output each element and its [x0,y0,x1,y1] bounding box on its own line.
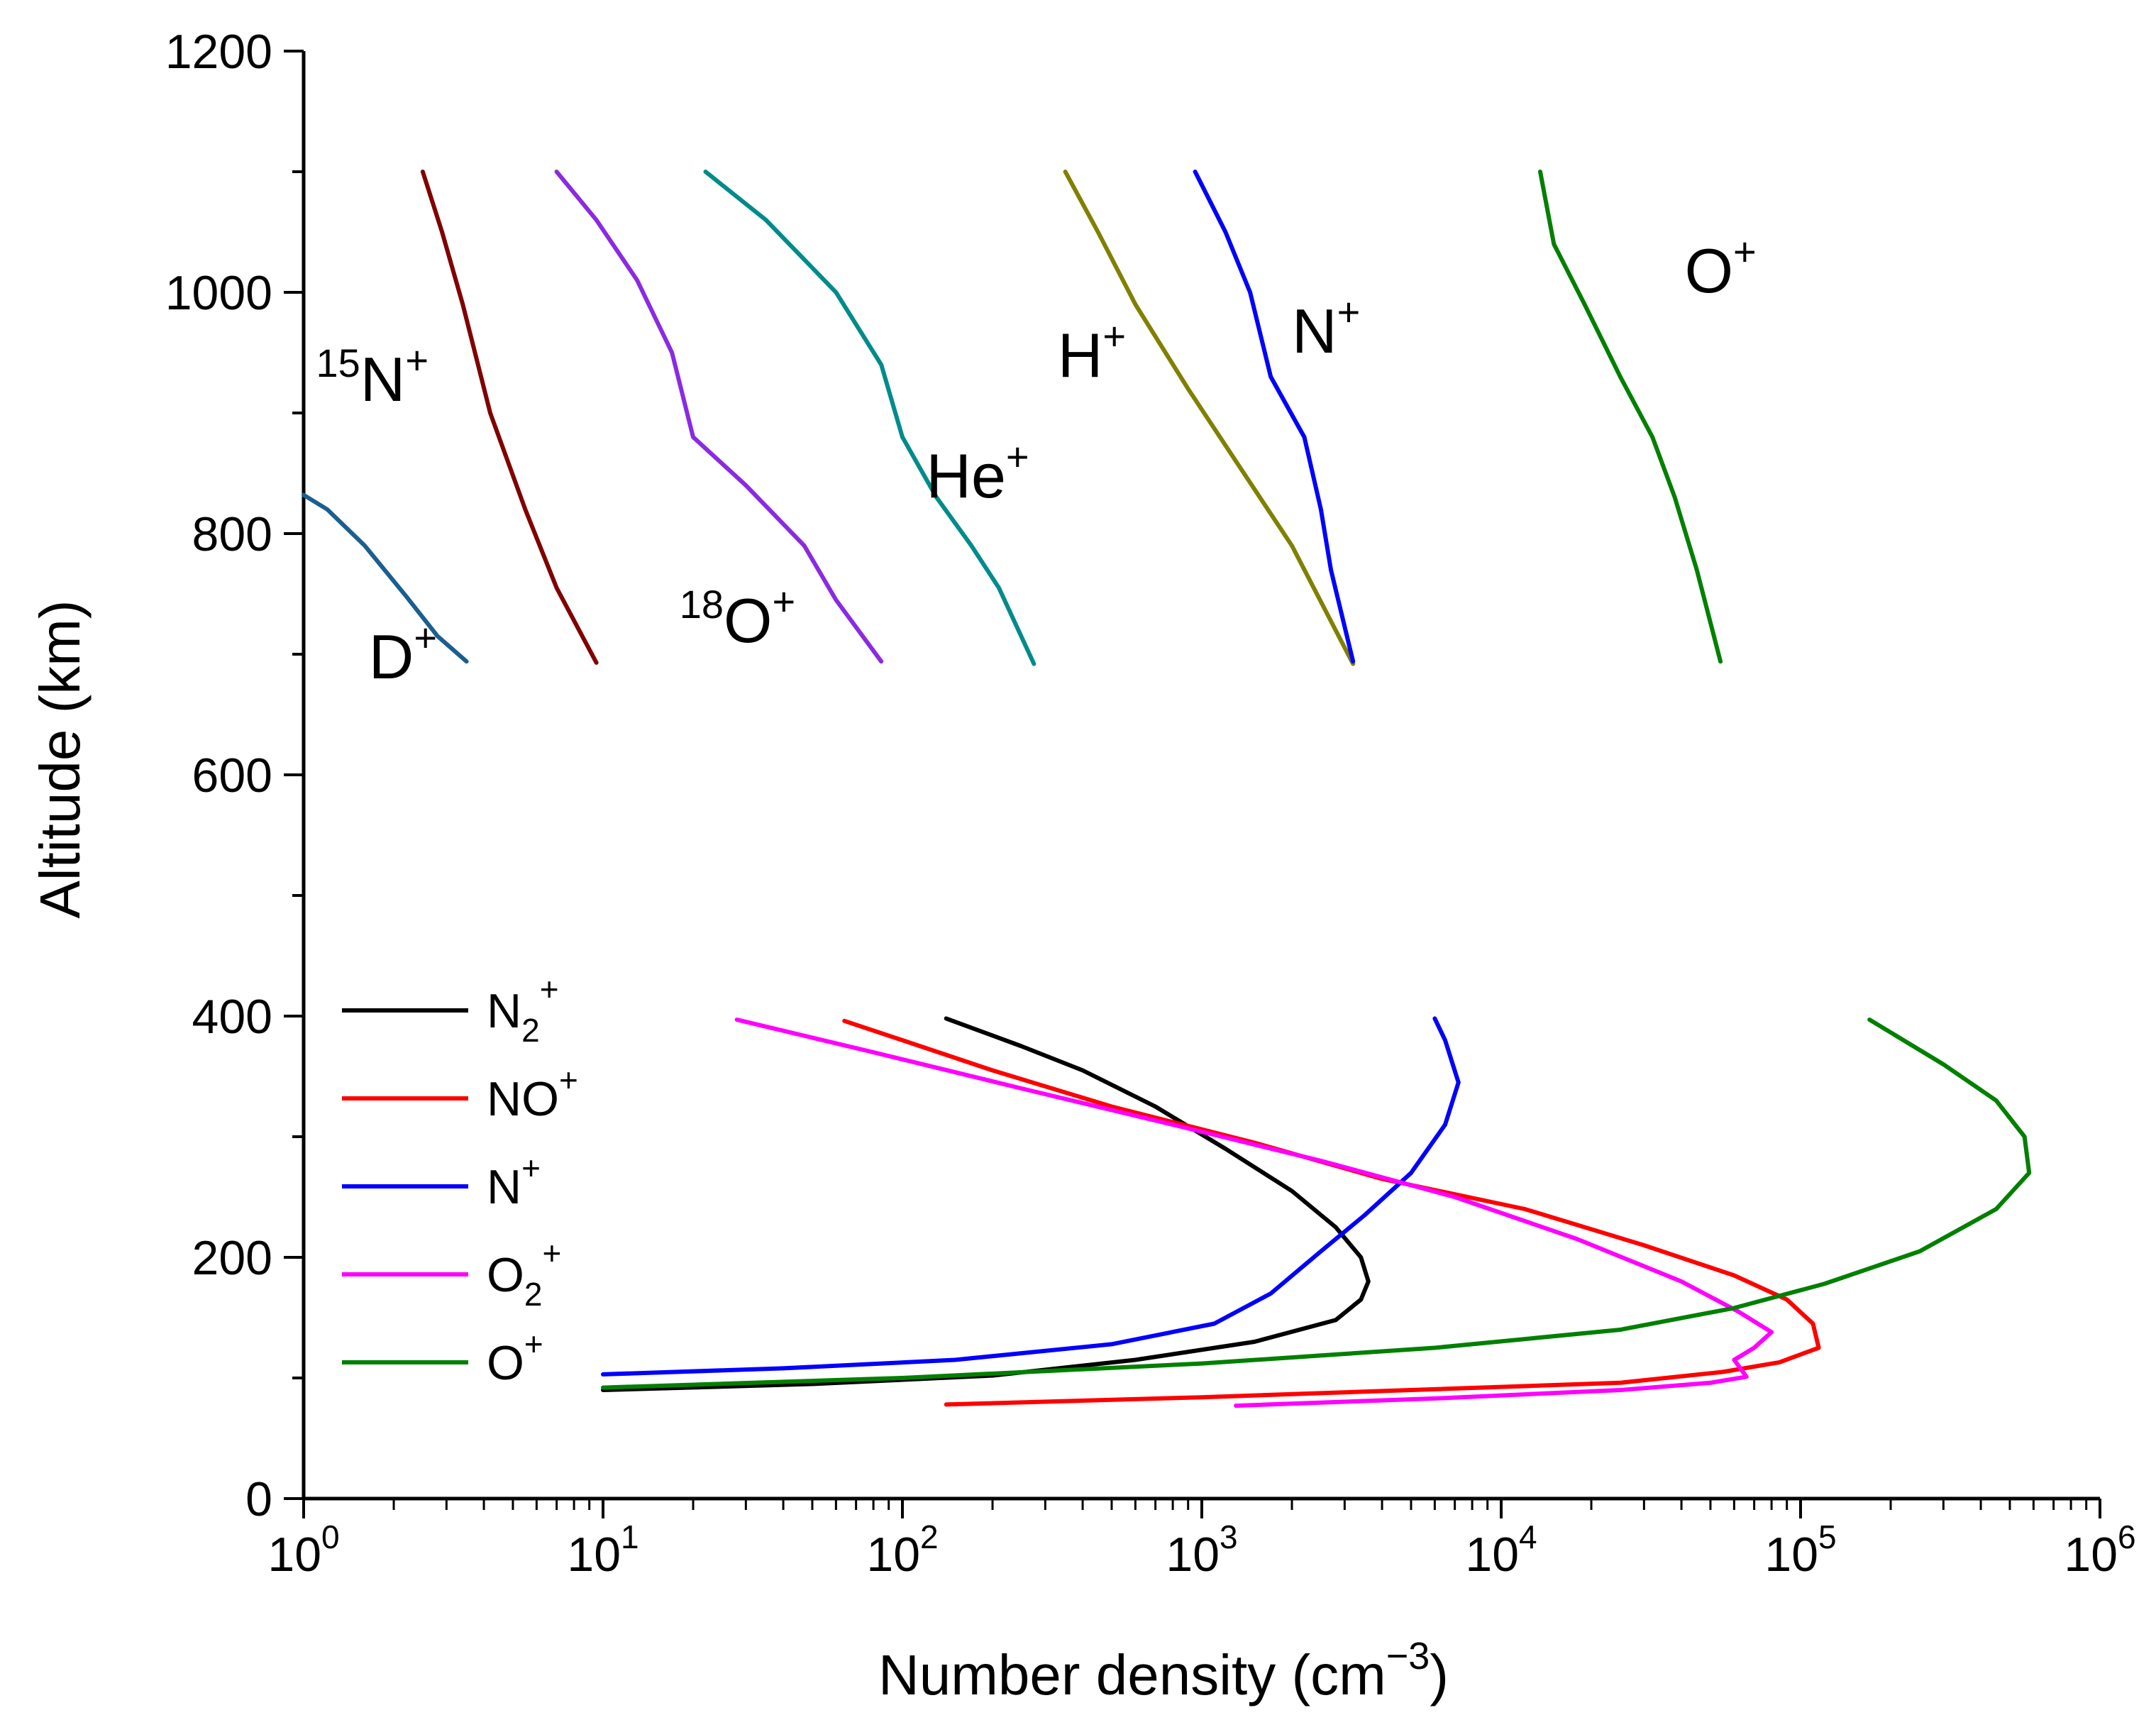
curve-upper-hplus [1063,170,1356,666]
curve-label-sup: + [1733,229,1757,274]
x-axis-title-main: Number density (cm [878,1643,1386,1706]
curve-labels: D+15N+18O+He+H+ N+O+ [316,229,1756,692]
legend-label-1: NO+ [487,1061,578,1126]
x-tick-base: 10 [866,1528,920,1582]
x-tick-base: 10 [1764,1528,1818,1582]
curve-label-prefix: 18 [680,582,724,627]
legend-label-sup: + [540,971,559,1008]
legend-label-sup: + [524,1325,543,1362]
curve-label-d: D+ [369,615,437,692]
curve-upper-nplus [1193,170,1356,664]
y-tick-label: 200 [192,1231,272,1285]
y-tick-label: 800 [192,507,272,561]
curve-label-o: O+ [1685,229,1757,306]
curve-label-base: N [360,344,406,414]
legend: N2+NO+N+O2+O+ [342,971,578,1390]
y-axis-title: Altitude (km) [28,600,92,919]
curve-upper-dplus [302,492,469,664]
x-tick-base: 10 [2064,1528,2118,1582]
legend-label-sub: 2 [521,1012,540,1049]
curve-label-sup: + [405,338,429,382]
legend-label-base: O [487,1248,524,1302]
curve-label-sup: + [414,615,437,660]
curve-upper-15nplus [420,170,599,665]
x-tick-exp: 0 [321,1518,340,1555]
legend-label-sup: + [559,1061,578,1098]
curve-label-base: O [724,585,772,656]
legend-label-base: NO [487,1072,559,1126]
curve-label-he: He+ [926,434,1029,511]
curve-upper-oplus [1538,170,1723,664]
curve-label-sup: + [1006,434,1029,479]
x-axis-title-close: ) [1430,1643,1449,1706]
curve-label-n15: 15N+ [316,338,429,414]
x-tick-base: 10 [267,1528,321,1582]
legend-label-sub: 2 [524,1276,543,1313]
x-tick-label: 106 [2064,1518,2135,1582]
curve-label-base: H [1058,320,1103,390]
curve-label-sup: + [1337,289,1361,334]
legend-label-4: O+ [487,1325,543,1390]
curve-label-n: N+ [1292,289,1360,366]
legend-label-0: N2+ [487,971,559,1049]
curve-lower-n2plus [601,1016,1371,1392]
curve-lower-noplus [842,1018,1821,1407]
curve-lower-nplus [601,1016,1461,1377]
x-tick-exp: 1 [621,1518,639,1555]
x-axis-title-sup: −3 [1386,1635,1430,1677]
curves [302,170,2032,1408]
legend-label-base: O [487,1336,524,1390]
y-tick-label: 600 [192,749,272,803]
curve-label-sup: + [772,579,795,624]
legend-label-sup: + [543,1235,562,1272]
x-tick-base: 10 [1166,1528,1220,1582]
curve-label-base: N [1292,296,1337,366]
x-tick-label: 104 [1465,1518,1537,1582]
y-tick-label: 1200 [165,25,272,79]
x-tick-label: 105 [1764,1518,1836,1582]
legend-label-base: N [487,984,521,1038]
curve-label-sup: + [1102,314,1126,358]
x-tick-label: 100 [267,1518,339,1582]
legend-label-3: O2+ [487,1235,561,1313]
x-tick-label: 101 [567,1518,638,1582]
x-tick-base: 10 [567,1528,621,1582]
x-axis-title: Number density (cm−3) [878,1635,1449,1706]
y-tick-label: 1000 [165,266,272,320]
curve-upper-heplus [703,170,1036,666]
curve-label-h: H+ [1058,314,1126,390]
x-tick-label: 103 [1166,1518,1237,1582]
legend-label-2: N+ [487,1149,541,1214]
curve-label-base: He [926,441,1006,511]
curve-label-o18: 18O+ [680,579,795,656]
x-tick-exp: 2 [920,1518,939,1555]
x-tick-exp: 5 [1818,1518,1837,1555]
legend-label-sup: + [521,1149,541,1186]
curve-label-prefix: 15 [316,341,360,385]
x-tick-label: 102 [866,1518,938,1582]
curve-label-base: D [369,622,414,692]
x-tick-exp: 4 [1519,1518,1537,1555]
curve-lower-oplus [601,1018,2032,1390]
x-tick-exp: 6 [2118,1518,2136,1555]
curve-lower-o2plus [734,1018,1774,1408]
y-tick-label: 0 [245,1472,272,1526]
legend-label-base: N [487,1160,521,1214]
x-tick-exp: 3 [1220,1518,1238,1555]
curve-upper-18oplus [554,170,884,664]
curve-label-base: O [1685,236,1733,306]
y-tick-label: 400 [192,990,272,1044]
x-tick-base: 10 [1465,1528,1519,1582]
